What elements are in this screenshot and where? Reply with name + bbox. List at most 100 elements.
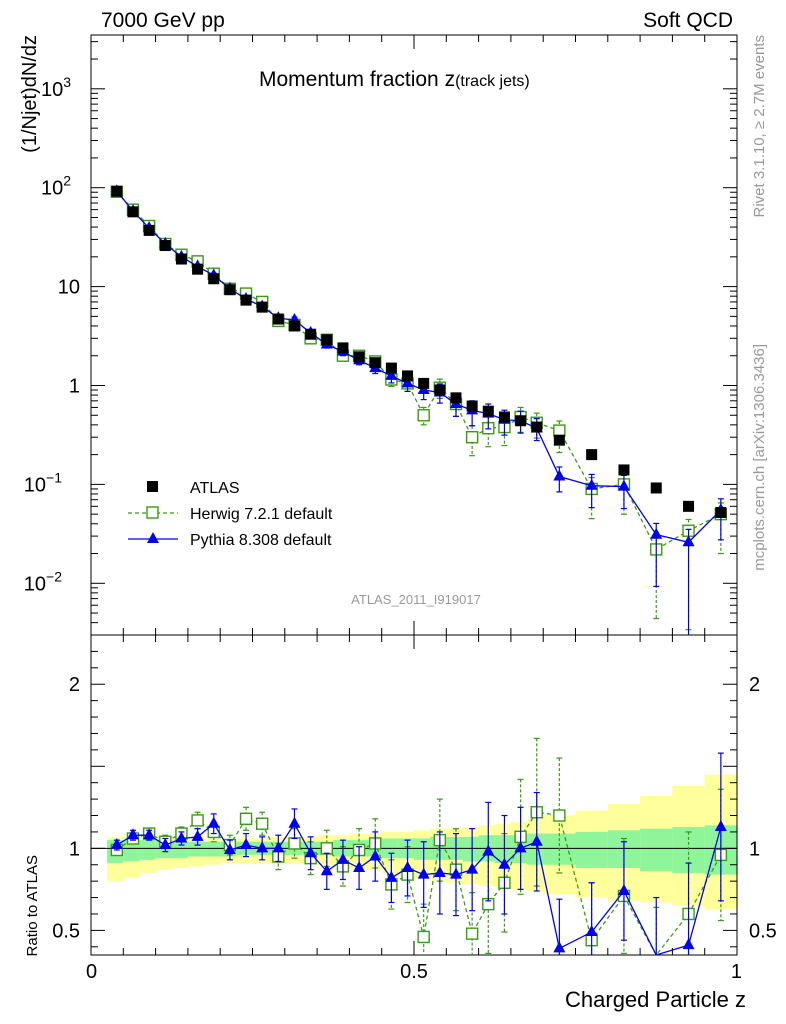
ratio-y-tick-label-right: 2 [749, 674, 760, 696]
ratio-point-pythia [110, 838, 123, 850]
ratio-point-herwig [288, 837, 301, 850]
legend-marker-atlas [147, 481, 158, 492]
ratio-point-pythia [682, 938, 695, 950]
ratio-band-green [494, 835, 512, 864]
y-tick-base: 10 [41, 178, 63, 200]
ratio-point-pythia [714, 820, 727, 831]
y-tick-label: 102 [41, 173, 71, 200]
ratio-point-pythia [369, 849, 382, 861]
main-point-atlas [618, 464, 630, 476]
y-tick-base: 10 [24, 474, 46, 496]
main-point-atlas [127, 206, 139, 218]
ratio-band-green [204, 841, 221, 857]
header-left: 7000 GeV pp [101, 9, 225, 32]
ratio-point-pythia [433, 865, 446, 877]
main-point-atlas [224, 284, 236, 296]
ratio-point-pythia [336, 852, 349, 864]
ratio-y-tick-label-right: 1 [749, 838, 760, 860]
main-point-atlas [192, 263, 204, 275]
main-point-atlas [715, 506, 727, 518]
ratio-point-pythia [288, 816, 301, 828]
ratio-point-pythia [353, 861, 366, 873]
main-point-atlas [402, 370, 414, 382]
x-tick-label: 1 [731, 961, 742, 983]
main-point-atlas [482, 405, 494, 417]
legend-label-herwig: Herwig 7.2.1 default [190, 506, 333, 523]
main-point-atlas [650, 482, 662, 494]
ratio-band-green [139, 840, 157, 860]
main-series-layer [110, 184, 728, 635]
main-point-atlas [288, 320, 300, 332]
rivet-label: Rivet 3.1.10, ≥ 2.7M events [751, 35, 768, 218]
y-tick-label: 103 [41, 74, 71, 101]
ratio-point-pythia [143, 828, 156, 840]
ratio-point-herwig [553, 809, 566, 822]
main-point-atlas [159, 240, 171, 252]
analysis-id: ATLAS_2011_I919017 [351, 592, 481, 607]
y-tick-exponent: 3 [63, 74, 71, 90]
ratio-y-tick-label-right: 0.5 [749, 920, 777, 942]
main-point-atlas [466, 400, 478, 412]
legend-label-pythia: Pythia 8.308 default [190, 532, 332, 549]
ratio-point-pythia [401, 861, 414, 873]
main-point-atlas [321, 334, 333, 346]
main-point-pythia [650, 527, 663, 539]
main-point-atlas [498, 411, 510, 423]
ratio-point-pythia [498, 857, 511, 869]
main-point-atlas [240, 294, 252, 306]
ratio-point-pythia [240, 838, 253, 850]
ratio-point-pythia [585, 925, 598, 937]
legend-item-pythia: Pythia 8.308 default [128, 532, 332, 549]
ratio-y-tick-label-left: 1 [69, 838, 80, 860]
main-point-atlas [369, 357, 381, 369]
ratio-band-green [414, 838, 431, 860]
x-tick-label: 0.5 [400, 961, 428, 983]
x-axis-label: Charged Particle z [565, 987, 746, 1012]
main-point-atlas [272, 313, 284, 325]
ratio-point-pythia [514, 841, 527, 853]
ratio-y-axis-label: Ratio to ATLAS [24, 855, 41, 956]
y-tick-label: 1 [69, 375, 80, 397]
ratio-point-pythia [272, 841, 285, 853]
ratio-point-pythia [385, 870, 398, 882]
ratio-series-layer [110, 737, 728, 957]
legend-item-atlas: ATLAS [147, 480, 240, 497]
main-point-herwig [553, 424, 566, 437]
main-point-atlas [337, 342, 349, 354]
y-tick-exponent: −2 [46, 568, 62, 584]
main-point-atlas [143, 224, 155, 236]
main-point-atlas [385, 362, 397, 374]
main-point-herwig [417, 409, 430, 422]
y-tick-label: 10−1 [24, 469, 62, 496]
chart-title: Momentum fraction z(track jets) [259, 68, 530, 91]
chart-title-main: Momentum fraction [259, 68, 445, 91]
ratio-point-herwig [320, 842, 333, 855]
chart-title-z: z [445, 68, 456, 91]
legend: ATLAS Herwig 7.2.1 default Pythia 8.308 … [128, 480, 333, 549]
ratio-band-green [187, 841, 205, 857]
ratio-y-tick-label-left: 0.5 [52, 920, 80, 942]
ratio-point-pythia [256, 841, 269, 853]
main-point-atlas [208, 273, 220, 285]
ratio-band-green [171, 841, 189, 859]
ratio-point-herwig [465, 927, 479, 940]
y-tick-exponent: 2 [63, 173, 71, 189]
y-tick-label: 10 [58, 277, 80, 299]
ratio-point-pythia [482, 844, 495, 856]
main-point-pythia [385, 368, 398, 380]
ratio-y-tick-label-left: 2 [69, 674, 80, 696]
main-point-atlas [418, 377, 430, 389]
y-tick-base: 10 [24, 573, 46, 595]
ratio-band-green [640, 828, 673, 872]
legend-marker-herwig [146, 506, 159, 519]
main-plot-frame [90, 34, 738, 636]
main-point-atlas [111, 185, 123, 197]
ratio-point-pythia [530, 834, 543, 846]
ratio-point-pythia [617, 884, 630, 895]
main-point-atlas [175, 253, 187, 265]
ratio-point-pythia [159, 838, 172, 850]
ratio-point-pythia [553, 941, 566, 953]
main-point-atlas [683, 500, 695, 512]
ratio-band-green [575, 831, 609, 869]
